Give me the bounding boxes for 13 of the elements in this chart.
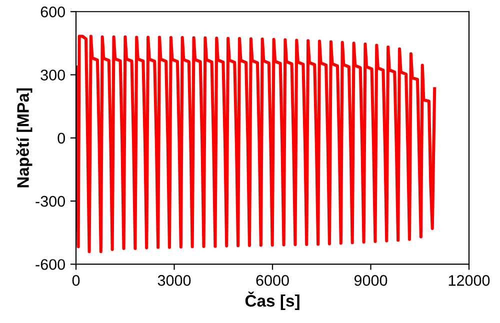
x-axis-title: Čas [s] [245,292,300,310]
y-tick-label: -600 [36,259,65,270]
x-tick-label: 12000 [448,275,490,286]
x-tick-label: 6000 [256,275,289,286]
y-tick-label: 0 [58,132,65,144]
y-axis-title: Napětí [MPa] [16,88,32,188]
line-series [76,34,436,254]
x-tick-label: 3000 [158,275,191,286]
x-tick-label: 0 [72,275,80,286]
y-tick-label: 300 [40,70,65,80]
x-tick-label: 9000 [354,275,388,286]
y-tick-label: 600 [40,6,65,18]
y-tick-label: -300 [36,196,65,207]
